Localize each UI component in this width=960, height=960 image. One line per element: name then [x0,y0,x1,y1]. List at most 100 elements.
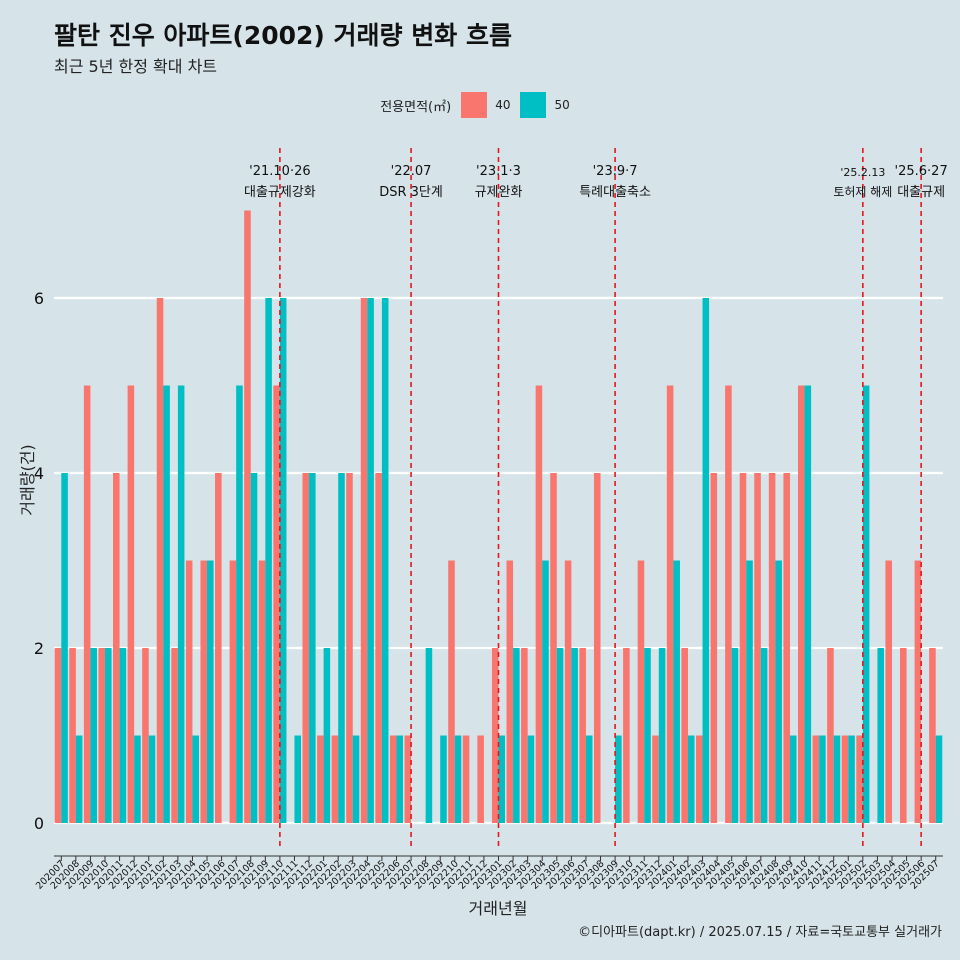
bar-202204-40 [360,298,368,823]
event-label-202207: DSR 3단계 [379,185,443,200]
bar-202104-50 [192,735,200,823]
event-date-202110: '21.10·26 [249,164,310,179]
x-axis-label: 거래년월 [469,899,528,918]
bar-202007-50 [61,473,68,823]
legend: 전용면적(㎡) 40 50 [0,92,960,118]
event-date-202301: '23.1·3 [476,164,521,179]
bar-202305-40 [550,473,557,823]
bar-202503-50 [877,648,884,823]
bar-202102-40 [156,298,164,823]
bar-202310-40 [623,648,630,823]
event-label-202309: 특례대출축소 [579,185,651,200]
bar-202307-50 [585,735,593,823]
bar-202408-50 [775,560,782,823]
bar-202304-50 [542,560,549,823]
bar-202208-50 [425,648,433,823]
bar-202103-40 [171,648,178,823]
bar-202412-50 [833,735,841,823]
bar-202108-50 [250,473,258,823]
bar-202411-40 [812,735,820,823]
bar-202207-40 [404,735,412,823]
bar-202401-40 [666,385,674,823]
event-label-202506: 대출규제 [897,185,945,200]
legend-key-50 [520,92,547,118]
bar-202302-50 [513,648,520,823]
bar-202407-40 [754,473,761,823]
legend-label-40: 40 [495,98,511,112]
y-axis-label: 거래량(건) [18,444,37,515]
bar-202104-40 [185,560,193,823]
bar-202007-40 [54,648,62,823]
bar-202311-40 [637,560,645,823]
bar-202008-50 [75,735,83,823]
chart-subtitle: 최근 5년 한정 확대 차트 [54,57,218,76]
bar-202312-40 [652,735,659,823]
legend-title: 전용면적(㎡) [380,99,452,115]
bar-202505-40 [900,648,907,823]
bar-202105-50 [207,560,214,823]
legend-key-40 [461,92,488,118]
bar-202010-50 [105,648,112,823]
event-annotations: '21.10·26 대출규제강화 '22.07 DSR 3단계 '23.1·3 규제완화 '… [244,164,948,200]
bar-202306-40 [564,560,572,823]
bar-202206-40 [389,735,397,823]
bar-202205-40 [375,473,382,823]
bar-202307-40 [579,648,586,823]
bar-202103-50 [177,385,185,823]
bar-202101-50 [148,735,156,823]
chart-caption: ©디아파트(dapt.kr) / 2025.07.15 / 자료=국토교통부 실… [578,925,942,940]
bar-202304-40 [535,385,543,823]
event-date-202207: '22.07 [391,164,432,179]
bar-202106-40 [215,473,222,823]
bar-202204-50 [367,298,374,823]
bar-202306-50 [571,648,578,823]
bar-202506-40 [914,560,922,823]
bar-202105-40 [200,560,208,823]
bar-202401-50 [673,560,680,823]
bar-202008-40 [69,648,76,823]
bar-202404-40 [710,473,718,823]
event-label-202502: 토허제 해제 [833,185,892,199]
bar-202402-50 [687,735,695,823]
bar-202502-50 [862,385,870,823]
y-tick-label-6: 6 [34,289,44,308]
bar-202311-50 [644,648,651,823]
bar-202202-40 [331,735,339,823]
bar-202410-40 [797,385,805,823]
bar-202408-40 [768,473,776,823]
bar-202504-40 [885,560,892,823]
bar-202410-50 [804,385,812,823]
bar-202301-40 [491,648,499,823]
bar-202305-50 [556,648,564,823]
bar-202101-40 [142,648,149,823]
bar-202109-50 [265,298,272,823]
bar-202102-50 [163,385,170,823]
bar-202203-50 [352,735,360,823]
y-tick-label-0: 0 [34,814,44,833]
bar-202507-40 [929,648,936,823]
bar-202108-40 [244,210,251,823]
bar-202107-40 [229,560,237,823]
bar-202302-40 [506,560,514,823]
bar-202409-50 [789,735,797,823]
bar-202011-40 [113,473,120,823]
x-axis: 2020072020082020092020102020112020122021… [34,855,943,892]
bars [54,210,943,823]
bar-202501-50 [848,735,855,823]
bar-202010-40 [98,648,106,823]
bar-202210-40 [448,560,455,823]
bar-202111-50 [294,735,302,823]
y-tick-label-2: 2 [34,639,44,658]
bar-202212-40 [477,735,484,823]
bar-202502-40 [856,735,863,823]
bar-202009-40 [83,385,91,823]
bar-202407-50 [760,648,768,823]
bar-202012-50 [134,735,141,823]
bar-202201-50 [323,648,331,823]
chart-title: 팔탄 진우 아파트(2002) 거래량 변화 흐름 [54,21,512,50]
bar-202406-50 [746,560,753,823]
bar-202405-50 [731,648,739,823]
bar-202011-50 [119,648,127,823]
bar-202406-40 [739,473,747,823]
